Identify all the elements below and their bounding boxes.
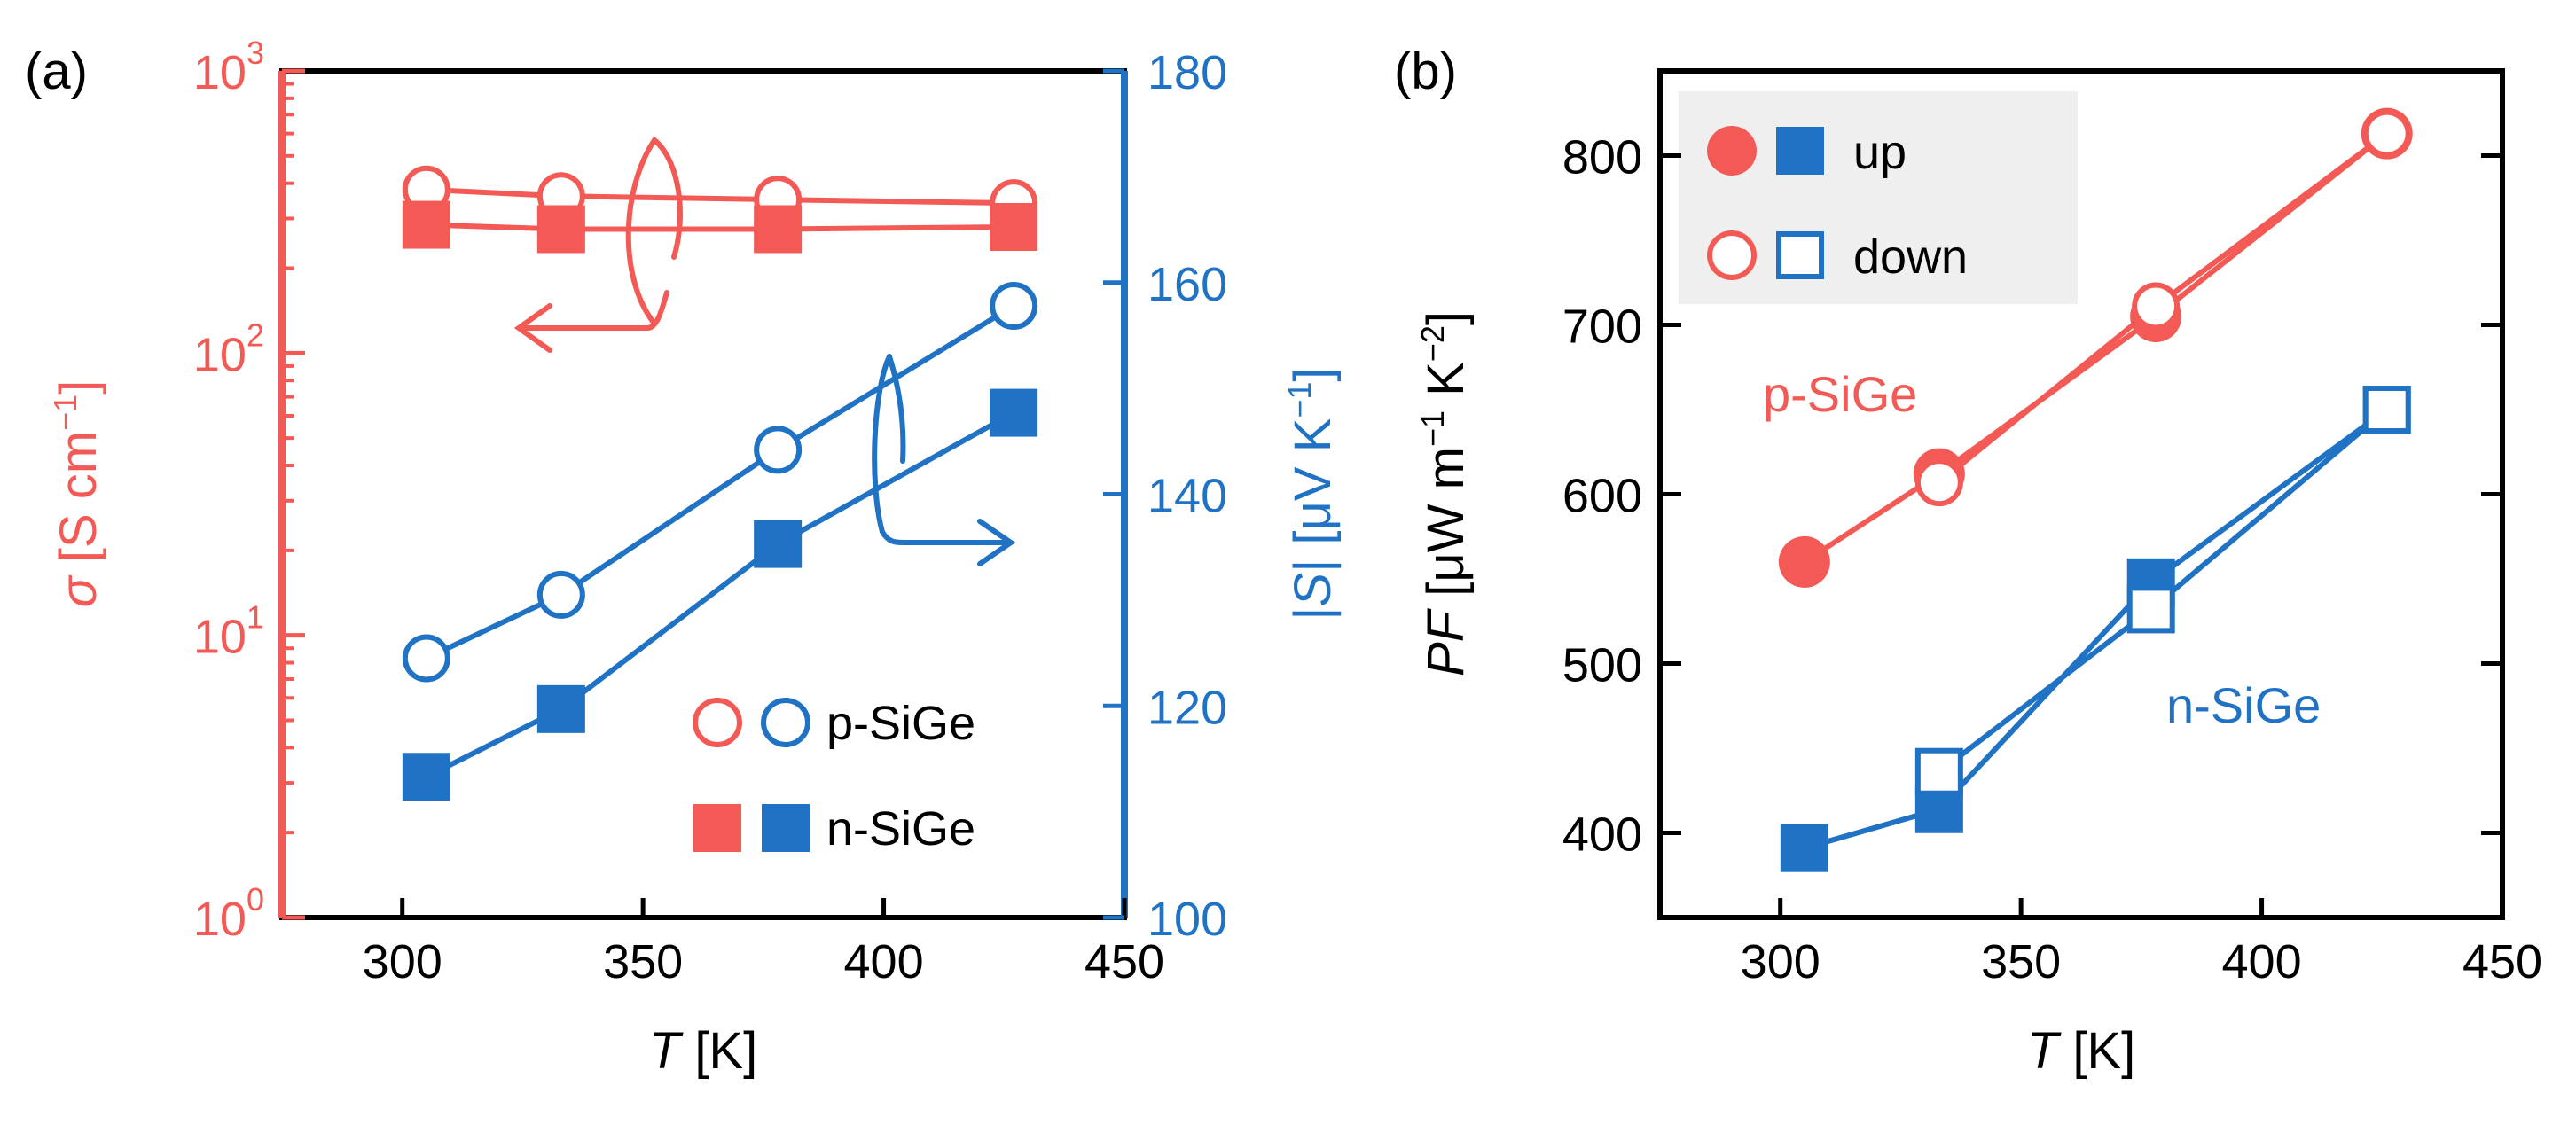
marker-open-circle (536, 570, 585, 619)
legend-open-circle-blue (761, 698, 810, 747)
marker-open-square (1914, 747, 1963, 796)
panel-b-plot-area: up down 300 350 400 450 400 500 600 700 800 (1562, 68, 2542, 988)
marker-open-circle (990, 282, 1038, 331)
panel-b-series-markers (1778, 107, 2413, 872)
marker-filled-square (990, 202, 1038, 251)
marker-filled-square (754, 205, 803, 254)
right-tick-label: 180 (1147, 46, 1227, 99)
panel-a-legend-n-sige: n-SiGe (693, 802, 975, 855)
panel-a-arrow-right-seebeck (872, 354, 1016, 566)
series-line (426, 186, 1014, 207)
panel-b-legend-up: up (1707, 126, 1907, 179)
marker-filled-square (536, 684, 585, 733)
panel-a-arrow-left-sigma (513, 137, 683, 353)
marker-open-circle (402, 634, 450, 683)
legend-filled-square-blue (1776, 127, 1824, 175)
y-tick-label: 400 (1562, 809, 1642, 862)
marker-open-circle (754, 426, 803, 474)
series-line (1804, 407, 2389, 851)
y-tick-label: 500 (1562, 639, 1642, 692)
panel-b-series-label-n-sige: n-SiGe (2166, 677, 2321, 733)
left-tick-label: 102 (193, 316, 264, 381)
y-tick-label: 700 (1562, 301, 1642, 354)
panel-a-legend-p-sige: p-SiGe (693, 697, 975, 750)
right-tick-label: 160 (1147, 258, 1227, 311)
left-tick-label: 101 (193, 599, 264, 664)
panel-a-x-ticks: 300 350 400 450 (363, 898, 1164, 988)
legend-open-circle-red (693, 698, 742, 747)
x-tick-label: 350 (603, 935, 683, 988)
panel-b-legend: up down (1679, 91, 2078, 304)
marker-filled-circle (1778, 535, 1830, 588)
marker-open-circle (2362, 109, 2411, 158)
legend-filled-square-blue (762, 804, 810, 852)
x-tick-label: 300 (1741, 935, 1820, 988)
x-tick-label: 400 (2222, 935, 2302, 988)
panel-b-legend-label-up: up (1853, 126, 1907, 179)
panel-b-series-label-p-sige: p-SiGe (1763, 366, 1917, 422)
marker-filled-square (1780, 824, 1828, 872)
left-tick-label: 100 (193, 881, 264, 946)
panel-a-right-axis-title: |S| [μV K−1] (1281, 367, 1342, 620)
panel-a-legend-label-p: p-SiGe (826, 697, 975, 750)
panel-b-label: (b) (1394, 43, 1457, 100)
x-tick-label: 350 (1981, 935, 2061, 988)
y-tick-label: 600 (1562, 470, 1642, 523)
marker-filled-square (990, 388, 1038, 437)
panel-a-legend-label-n: n-SiGe (826, 802, 975, 855)
marker-open-circle (1914, 458, 1963, 507)
panel-b-x-ticks: 300 350 400 450 (1741, 898, 2542, 988)
panel-b-y-ticks: 400 500 600 700 800 (1562, 131, 2502, 862)
legend-filled-square-red (693, 804, 741, 852)
panel-a-series-markers (402, 165, 1038, 801)
y-tick-label: 800 (1562, 131, 1642, 184)
panel-b-legend-down: down (1707, 230, 1968, 284)
marker-open-square (2126, 585, 2175, 634)
panel-a-series-lines (425, 186, 1015, 779)
panel-a-left-ticks: 100 101 102 103 (193, 35, 305, 946)
right-tick-label: 140 (1147, 470, 1227, 523)
panel-b-legend-label-down: down (1853, 230, 1968, 284)
marker-open-circle (2132, 282, 2181, 331)
panel-b: (b) up down 300 350 400 450 400 500 600 700 800 (1394, 43, 2542, 1080)
series-line (425, 303, 1015, 661)
x-tick-label: 450 (1084, 935, 1164, 988)
panel-b-x-axis-title: T [K] (2027, 1022, 2135, 1080)
legend-open-circle-red (1707, 230, 1757, 280)
marker-open-square (2362, 386, 2411, 434)
right-tick-label: 120 (1147, 681, 1227, 734)
marker-filled-square (536, 205, 585, 254)
panel-a-left-axis-title: σ [S cm−1] (47, 380, 107, 608)
marker-filled-square (402, 200, 450, 249)
series-line (426, 222, 1014, 232)
panel-a-plot-area: 300 350 400 450 100 101 102 103 100 120 140 160 18… (193, 35, 1227, 988)
panel-a-x-axis-title: T [K] (649, 1022, 757, 1080)
marker-filled-square (754, 520, 803, 568)
x-tick-label: 300 (363, 935, 442, 988)
panel-a-legend: p-SiGe n-SiGe (693, 697, 975, 855)
panel-a-right-ticks: 100 120 140 160 180 (1103, 46, 1227, 946)
panel-a-label: (a) (25, 43, 88, 100)
left-tick-label: 103 (193, 35, 264, 99)
legend-open-square-blue (1776, 231, 1824, 279)
panel-b-y-axis-title: PF [μW m−1 K−2] (1414, 311, 1475, 676)
x-tick-label: 450 (2462, 935, 2542, 988)
right-tick-label: 100 (1147, 893, 1227, 946)
x-tick-label: 400 (844, 935, 924, 988)
legend-filled-circle-red (1707, 126, 1757, 176)
series-line (425, 410, 1015, 779)
marker-filled-square (402, 753, 450, 801)
